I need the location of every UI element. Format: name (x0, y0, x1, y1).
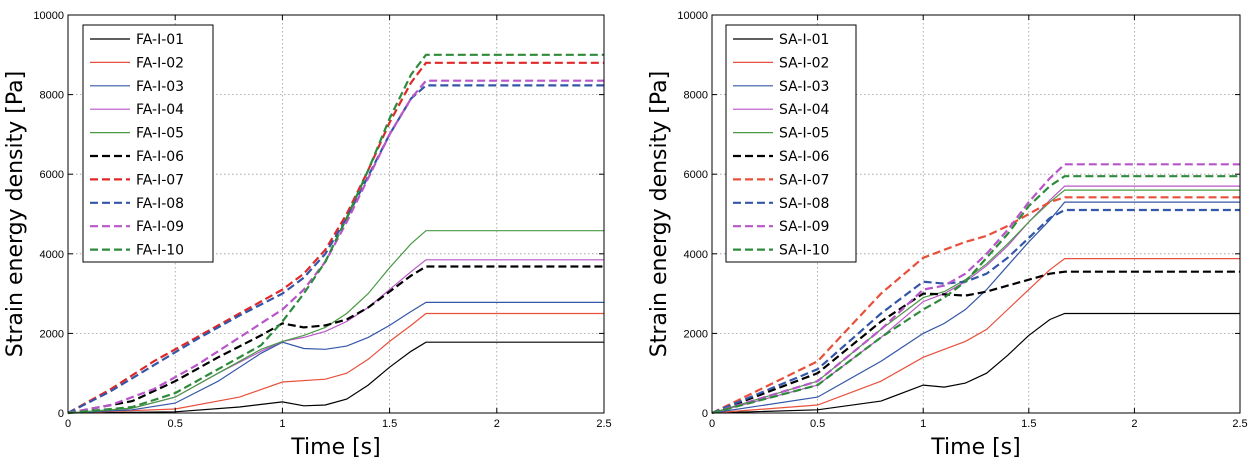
y-tick-label: 10000 (33, 10, 64, 22)
legend-entry-label: SA-I-09 (779, 219, 829, 235)
x-tick-label: 0 (65, 418, 71, 430)
x-tick-label: 2.5 (1232, 418, 1247, 430)
series-line-fa-i-06 (67, 265, 604, 415)
series-line-sa-i-02 (711, 258, 1240, 414)
y-tick-label: 4000 (40, 249, 64, 261)
y-tick-label: 0 (58, 408, 64, 420)
legend-entry-label: FA-I-03 (136, 79, 184, 95)
x-tick-label: 0 (709, 418, 715, 430)
x-tick-label: 1.5 (1021, 418, 1036, 430)
y-tick-label: 8000 (684, 90, 708, 102)
series-line-sa-i-08 (711, 208, 1240, 415)
series-line-sa-i-01 (711, 312, 1240, 414)
series-line-fa-i-03 (67, 301, 604, 414)
legend-box (725, 24, 857, 263)
y-tick-label: 6000 (40, 169, 64, 181)
legend-entry-label: FA-I-02 (136, 55, 184, 71)
legend-entry-label: SA-I-04 (779, 102, 830, 118)
legend-entry-label: FA-I-06 (136, 149, 184, 165)
legend-box (82, 24, 214, 263)
series-line-fa-i-07 (67, 61, 604, 414)
y-axis-label: Strain energy density [Pa] (647, 71, 672, 357)
legend-entry-label: FA-I-09 (136, 219, 184, 235)
legend-entry-label: FA-I-10 (136, 243, 184, 259)
legend-entry-label: FA-I-08 (136, 196, 184, 212)
series-line-sa-i-09 (711, 163, 1240, 415)
legend-entry-label: SA-I-08 (779, 196, 829, 212)
legend-entry-label: FA-I-01 (136, 32, 184, 48)
chart-sa: 0 0.5 1 1.5 2 2.5 0 2000 4000 6000 8000 10000 Time [… (647, 10, 1248, 460)
y-axis-label: Strain energy density [Pa] (3, 71, 28, 357)
legend-entry-label: SA-I-10 (779, 243, 829, 259)
y-tick-label: 4000 (684, 249, 708, 261)
axes-frame (711, 14, 1241, 414)
x-tick-label: 1.5 (382, 418, 397, 430)
legend-entry-label: FA-I-04 (136, 102, 184, 118)
y-tick-label: 8000 (40, 90, 64, 102)
series-line-sa-i-10 (711, 175, 1240, 415)
series-line-fa-i-05 (67, 230, 604, 414)
series-line-sa-i-07 (711, 196, 1240, 414)
x-tick-label: 0.5 (168, 418, 183, 430)
legend-entry-label: SA-I-02 (779, 55, 829, 71)
legend-entry-label: SA-I-07 (779, 172, 829, 188)
x-tick-label: 2 (1131, 418, 1137, 430)
axes-frame (67, 14, 605, 414)
x-tick-label: 2 (494, 418, 500, 430)
legend: FA-I-01 FA-I-02 FA-I-03 FA-I-04 FA-I-05 FA-I-… (82, 24, 214, 263)
x-axis-label: Time [s] (930, 435, 1020, 460)
y-tick-label: 6000 (684, 169, 708, 181)
series-line-fa-i-01 (67, 341, 604, 414)
y-tick-label: 0 (702, 408, 708, 420)
series-line-fa-i-02 (67, 312, 604, 414)
legend-entry-label: SA-I-03 (779, 79, 829, 95)
legend-entry-label: SA-I-06 (779, 149, 830, 165)
series-line-fa-i-09 (67, 79, 604, 415)
series-line-fa-i-10 (67, 53, 604, 415)
series-line-sa-i-06 (711, 270, 1240, 415)
legend-entry-label: FA-I-07 (136, 172, 184, 188)
x-axis-label: Time [s] (290, 435, 380, 460)
legend: SA-I-01 SA-I-02 SA-I-03 SA-I-04 SA-I-05 SA-I-… (725, 24, 857, 263)
y-tick-label: 2000 (684, 328, 708, 340)
chart-fa: 0 0.5 1 1.5 2 2.5 0 2000 4000 6000 8000 10000 Time [… (3, 10, 612, 460)
legend-entry-label: SA-I-01 (779, 32, 829, 48)
y-tick-label: 2000 (40, 328, 64, 340)
legend-entry-label: FA-I-05 (136, 126, 184, 142)
series-line-sa-i-05 (711, 189, 1240, 414)
x-tick-label: 1 (920, 418, 926, 430)
x-tick-label: 0.5 (810, 418, 825, 430)
y-tick-label: 10000 (677, 10, 708, 22)
legend-entry-label: SA-I-05 (779, 126, 829, 142)
x-tick-label: 1 (279, 418, 285, 430)
x-tick-label: 2.5 (596, 418, 611, 430)
